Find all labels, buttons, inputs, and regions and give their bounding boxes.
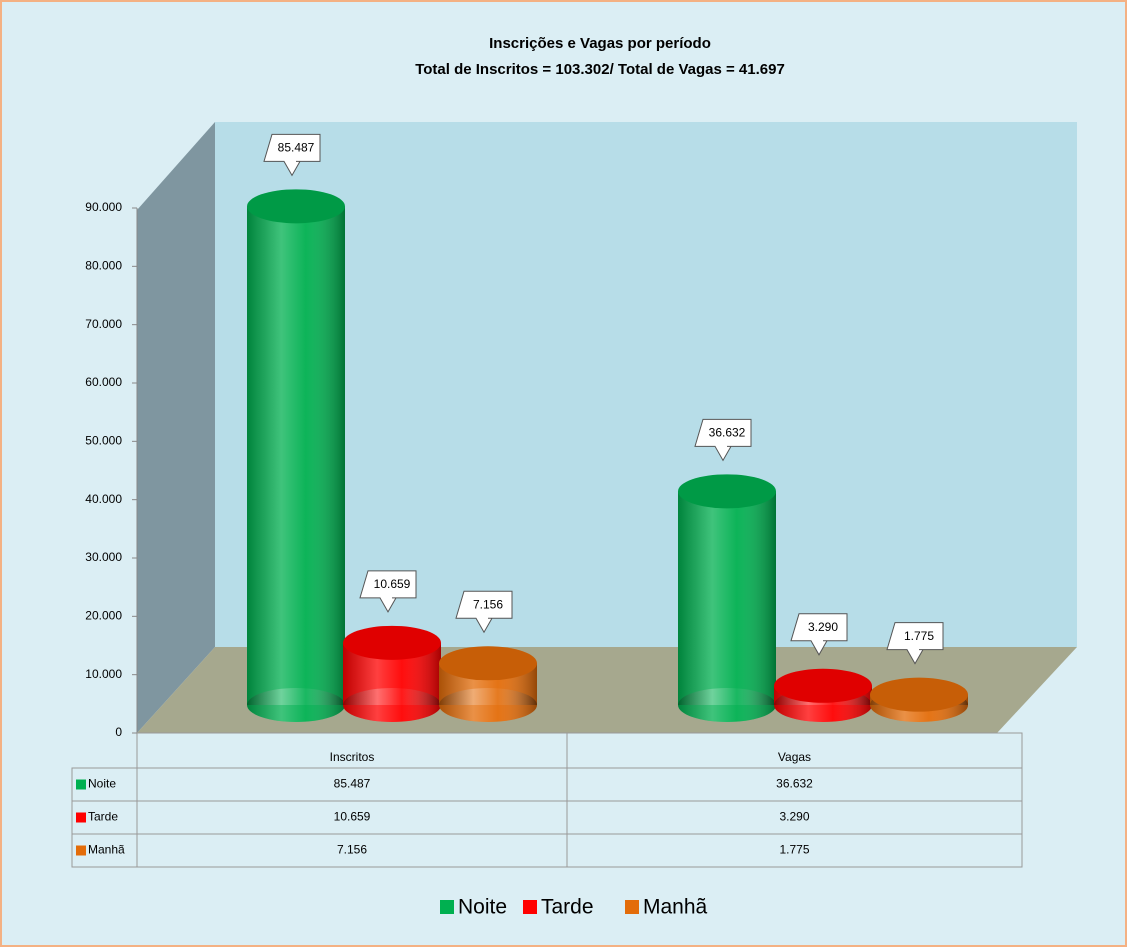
cylinder	[678, 474, 776, 722]
callout	[886, 622, 944, 665]
callout	[359, 570, 417, 613]
cylinder-top-shade	[870, 677, 968, 712]
legend-key	[625, 900, 639, 914]
table-cell: 36.632	[776, 777, 813, 791]
cylinder	[439, 646, 537, 722]
y-tick-label: 0	[115, 725, 122, 739]
cylinder-top-shade	[343, 625, 441, 660]
callout	[694, 418, 752, 462]
table-cell: 7.156	[337, 843, 367, 857]
cylinder-top-shade	[774, 668, 872, 703]
data-label: 85.487	[278, 140, 315, 154]
data-label: 7.156	[473, 597, 503, 611]
table-row	[71, 833, 1023, 868]
y-tick-label: 30.000	[85, 550, 122, 564]
y-tick-label: 50.000	[85, 434, 122, 448]
data-label: 1.775	[904, 629, 934, 643]
table-legend-key	[76, 812, 86, 823]
y-tick-label: 40.000	[85, 492, 122, 506]
table-cell: 10.659	[334, 810, 371, 824]
legend-key	[440, 900, 454, 914]
y-tick-label: 10.000	[85, 667, 122, 681]
table-header: Vagas	[778, 750, 811, 764]
chart-title: Inscrições e Vagas por período	[489, 35, 711, 52]
data-label: 3.290	[808, 620, 838, 634]
cylinder-top	[439, 646, 537, 681]
legend-key	[523, 900, 537, 914]
y-tick-label: 70.000	[85, 317, 122, 331]
table-legend-key	[76, 779, 86, 790]
y-tick-label: 80.000	[85, 259, 122, 273]
table-cell: 1.775	[779, 843, 809, 857]
cylinder-top	[247, 189, 345, 224]
back-wall	[215, 122, 1077, 647]
legend-label: Tarde	[541, 896, 594, 919]
side-wall	[137, 122, 215, 733]
cylinder-top-shade	[439, 646, 537, 681]
cylinder	[774, 668, 872, 722]
cylinder	[870, 677, 968, 722]
table-cell: 85.487	[334, 777, 371, 791]
cylinder-top	[678, 474, 776, 509]
y-tick-label: 20.000	[85, 609, 122, 623]
table-cell: 3.290	[779, 810, 809, 824]
callout	[455, 590, 513, 634]
cylinder-top-shade	[247, 189, 345, 224]
cylinder-shade	[247, 206, 345, 705]
data-table: Inscritos Vagas Noite 85.487 36.632 Tarde 10.6…	[71, 732, 1023, 868]
cylinder-shade	[678, 491, 776, 705]
y-tick-label: 90.000	[85, 200, 122, 214]
table-legend-key	[76, 845, 86, 856]
table-header: Inscritos	[330, 750, 375, 764]
callout	[263, 133, 321, 177]
table-row-label: Noite	[88, 777, 116, 791]
legend-label: Manhã	[643, 896, 708, 919]
table-row-label: Tarde	[88, 810, 118, 824]
cylinder	[343, 625, 441, 722]
y-tick-label: 60.000	[85, 375, 122, 389]
cylinder-top	[343, 625, 441, 660]
cylinder-top	[870, 677, 968, 712]
cylinder-top	[774, 668, 872, 703]
table-row-label: Manhã	[88, 843, 125, 857]
chart-subtitle: Total de Inscritos = 103.302/ Total de V…	[415, 61, 785, 78]
legend-label: Noite	[458, 896, 507, 919]
cylinder	[247, 189, 345, 722]
data-label: 36.632	[709, 425, 746, 439]
callout	[790, 613, 848, 656]
cylinder-top-shade	[678, 474, 776, 509]
data-label: 10.659	[374, 577, 411, 591]
